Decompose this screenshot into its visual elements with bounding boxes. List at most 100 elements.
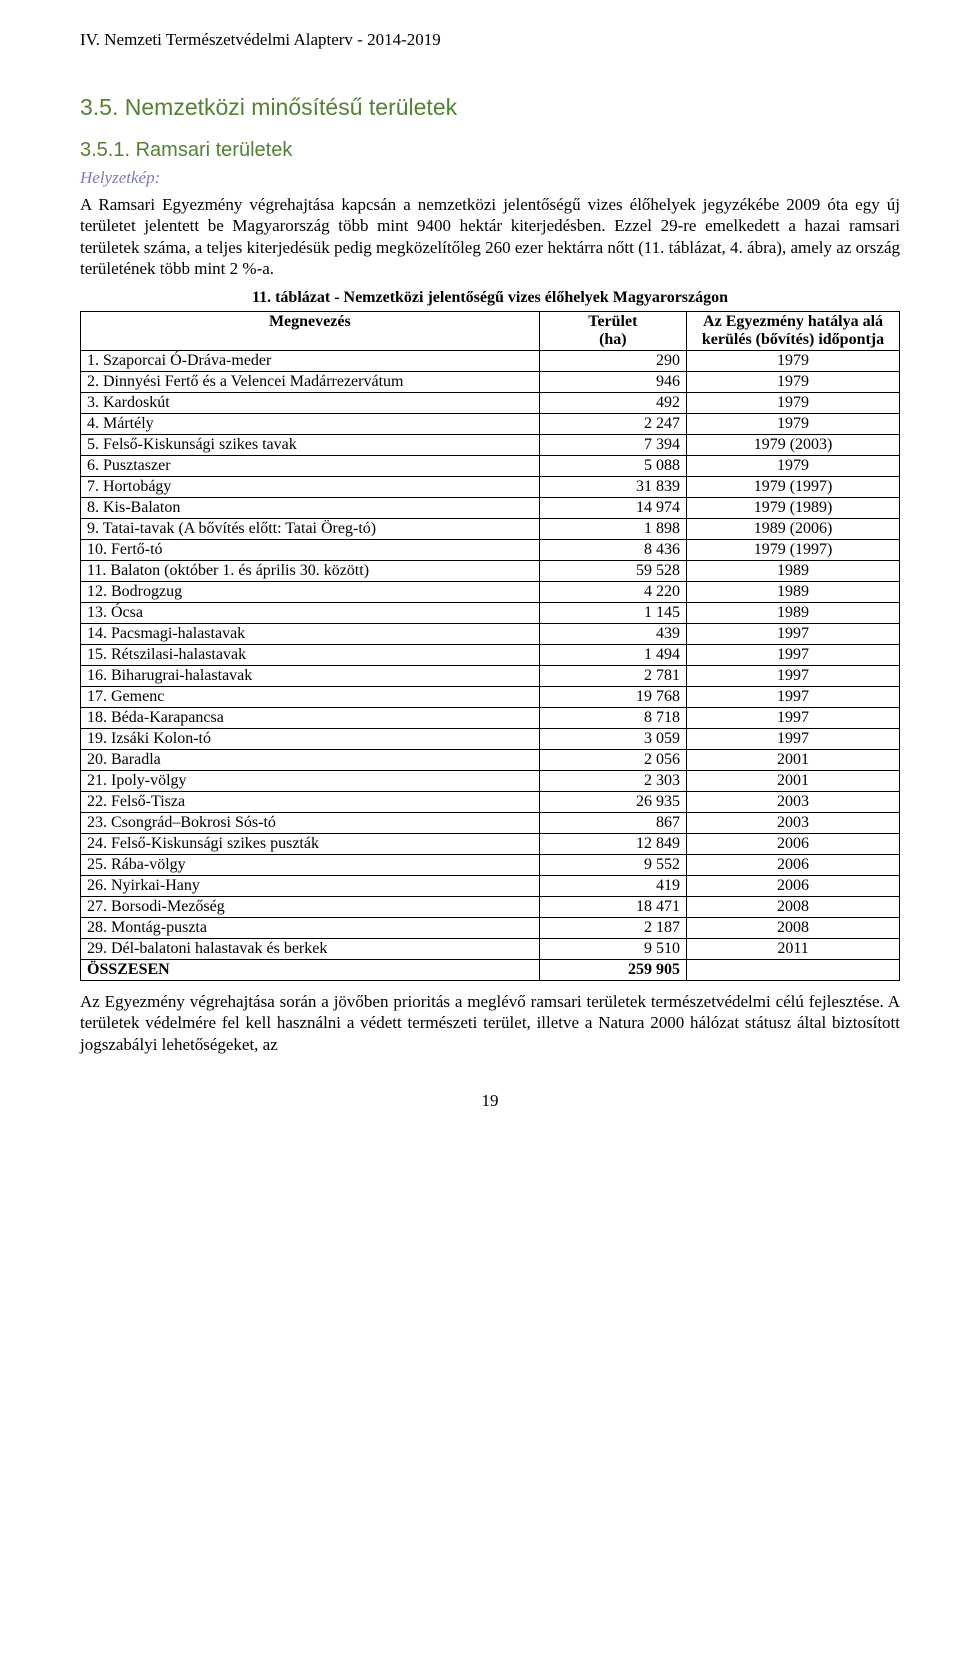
cell-name: 16. Biharugrai-halastavak	[81, 666, 540, 687]
cell-area: 59 528	[539, 561, 686, 582]
cell-name: 25. Rába-völgy	[81, 855, 540, 876]
cell-area: 439	[539, 624, 686, 645]
cell-name: 7. Hortobágy	[81, 477, 540, 498]
table-row: 1. Szaporcai Ó-Dráva-meder2901979	[81, 351, 900, 372]
cell-name: 13. Ócsa	[81, 603, 540, 624]
total-label: ÖSSZESEN	[81, 960, 540, 981]
cell-name: 8. Kis-Balaton	[81, 498, 540, 519]
cell-date: 1979 (2003)	[687, 435, 900, 456]
table-row: 7. Hortobágy31 8391979 (1997)	[81, 477, 900, 498]
ramsar-table: Megnevezés Terület (ha) Az Egyezmény hat…	[80, 311, 900, 981]
cell-name: 26. Nyirkai-Hany	[81, 876, 540, 897]
cell-date: 2011	[687, 939, 900, 960]
table-total-row: ÖSSZESEN259 905	[81, 960, 900, 981]
cell-date: 1979	[687, 351, 900, 372]
cell-date: 1997	[687, 708, 900, 729]
cell-date: 1979 (1997)	[687, 477, 900, 498]
cell-area: 9 552	[539, 855, 686, 876]
cell-name: 17. Gemenc	[81, 687, 540, 708]
table-row: 18. Béda-Karapancsa8 7181997	[81, 708, 900, 729]
table-row: 11. Balaton (október 1. és április 30. k…	[81, 561, 900, 582]
cell-date: 2006	[687, 855, 900, 876]
cell-date: 1979	[687, 456, 900, 477]
table-row: 3. Kardoskút4921979	[81, 393, 900, 414]
table-row: 29. Dél-balatoni halastavak és berkek9 5…	[81, 939, 900, 960]
cell-area: 1 494	[539, 645, 686, 666]
paragraph-followup: Az Egyezmény végrehajtása során a jövőbe…	[80, 991, 900, 1055]
table-caption: 11. táblázat - Nemzetközi jelentőségű vi…	[80, 289, 900, 307]
cell-date: 2001	[687, 750, 900, 771]
cell-area: 9 510	[539, 939, 686, 960]
cell-area: 8 718	[539, 708, 686, 729]
table-row: 9. Tatai-tavak (A bővítés előtt: Tatai Ö…	[81, 519, 900, 540]
cell-date: 1997	[687, 645, 900, 666]
cell-name: 14. Pacsmagi-halastavak	[81, 624, 540, 645]
cell-name: 3. Kardoskút	[81, 393, 540, 414]
subsection-number: 3.5.1. Ramsari területek	[80, 139, 900, 162]
cell-area: 8 436	[539, 540, 686, 561]
cell-area: 5 088	[539, 456, 686, 477]
cell-name: 4. Mártély	[81, 414, 540, 435]
cell-name: 1. Szaporcai Ó-Dráva-meder	[81, 351, 540, 372]
cell-date: 1997	[687, 687, 900, 708]
cell-date: 1997	[687, 624, 900, 645]
page-number: 19	[80, 1091, 900, 1111]
cell-area: 946	[539, 372, 686, 393]
cell-name: 28. Montág-puszta	[81, 918, 540, 939]
table-row: 2. Dinnyési Fertő és a Velencei Madárrez…	[81, 372, 900, 393]
table-header-row: Megnevezés Terület (ha) Az Egyezmény hat…	[81, 312, 900, 351]
cell-area: 3 059	[539, 729, 686, 750]
cell-date: 1989	[687, 582, 900, 603]
table-row: 5. Felső-Kiskunsági szikes tavak7 394197…	[81, 435, 900, 456]
cell-area: 492	[539, 393, 686, 414]
cell-date: 1989 (2006)	[687, 519, 900, 540]
cell-date: 2001	[687, 771, 900, 792]
cell-area: 7 394	[539, 435, 686, 456]
table-row: 27. Borsodi-Mezőség18 4712008	[81, 897, 900, 918]
cell-name: 23. Csongrád–Bokrosi Sós-tó	[81, 813, 540, 834]
table-row: 8. Kis-Balaton14 9741979 (1989)	[81, 498, 900, 519]
cell-date: 1979	[687, 414, 900, 435]
cell-area: 2 781	[539, 666, 686, 687]
cell-name: 27. Borsodi-Mezőség	[81, 897, 540, 918]
table-row: 17. Gemenc19 7681997	[81, 687, 900, 708]
cell-area: 19 768	[539, 687, 686, 708]
cell-area: 4 220	[539, 582, 686, 603]
cell-name: 5. Felső-Kiskunsági szikes tavak	[81, 435, 540, 456]
col-header-area: Terület (ha)	[539, 312, 686, 351]
cell-date: 1979	[687, 393, 900, 414]
table-row: 4. Mártély2 2471979	[81, 414, 900, 435]
cell-area: 18 471	[539, 897, 686, 918]
total-area: 259 905	[539, 960, 686, 981]
cell-name: 15. Rétszilasi-halastavak	[81, 645, 540, 666]
cell-area: 2 056	[539, 750, 686, 771]
cell-name: 9. Tatai-tavak (A bővítés előtt: Tatai Ö…	[81, 519, 540, 540]
cell-date: 2008	[687, 918, 900, 939]
cell-date: 2003	[687, 792, 900, 813]
document-page: IV. Nemzeti Természetvédelmi Alapterv - …	[0, 0, 960, 1151]
section-title: 3.5. Nemzetközi minősítésű területek	[80, 94, 900, 121]
col-header-date: Az Egyezmény hatálya alá kerülés (bővíté…	[687, 312, 900, 351]
cell-name: 21. Ipoly-völgy	[81, 771, 540, 792]
cell-date: 1997	[687, 729, 900, 750]
cell-area: 2 187	[539, 918, 686, 939]
cell-date: 2008	[687, 897, 900, 918]
table-row: 16. Biharugrai-halastavak2 7811997	[81, 666, 900, 687]
cell-area: 14 974	[539, 498, 686, 519]
cell-name: 18. Béda-Karapancsa	[81, 708, 540, 729]
paragraph-intro: A Ramsari Egyezmény végrehajtása kapcsán…	[80, 194, 900, 279]
cell-name: 19. Izsáki Kolon-tó	[81, 729, 540, 750]
cell-name: 20. Baradla	[81, 750, 540, 771]
cell-date: 1989	[687, 603, 900, 624]
cell-name: 11. Balaton (október 1. és április 30. k…	[81, 561, 540, 582]
running-header: IV. Nemzeti Természetvédelmi Alapterv - …	[80, 30, 900, 50]
cell-area: 419	[539, 876, 686, 897]
cell-area: 2 247	[539, 414, 686, 435]
cell-name: 12. Bodrogzug	[81, 582, 540, 603]
cell-date: 2006	[687, 834, 900, 855]
cell-date: 1979 (1997)	[687, 540, 900, 561]
table-row: 24. Felső-Kiskunsági szikes puszták12 84…	[81, 834, 900, 855]
table-row: 19. Izsáki Kolon-tó3 0591997	[81, 729, 900, 750]
helyzetkep-label: Helyzetkép:	[80, 168, 900, 188]
cell-area: 26 935	[539, 792, 686, 813]
